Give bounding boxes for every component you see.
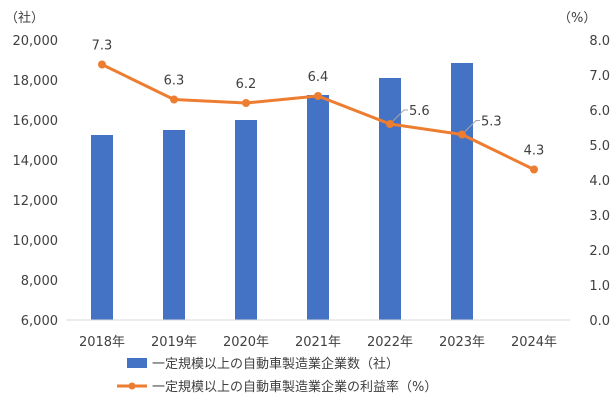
data-label: 6.3 [164, 74, 185, 89]
x-tick-label: 2018年 [79, 335, 125, 350]
left-axis: 6,000 8,000 10,000 12,000 14,000 16,000 18,000… [13, 34, 59, 329]
bar [235, 120, 257, 320]
right-tick-label: 4.0 [589, 174, 610, 189]
right-tick-label: 2.0 [589, 244, 610, 259]
left-tick-label: 20,000 [13, 34, 59, 49]
data-label: 5.3 [481, 115, 502, 130]
data-label: 5.6 [409, 104, 430, 119]
right-tick-label: 8.0 [589, 34, 610, 49]
x-tick-label: 2022年 [367, 335, 413, 350]
data-label: 4.3 [524, 144, 545, 159]
legend-item-bar[interactable]: 一定規模以上の自動車製造業企業数（社） [127, 356, 399, 372]
bar [307, 95, 329, 320]
line-point [530, 165, 538, 174]
x-tick-label: 2024年 [511, 335, 557, 350]
legend-bar-swatch [127, 358, 147, 368]
bar [163, 130, 185, 320]
legend: 一定規模以上の自動車製造業企業数（社） 一定規模以上の自動車製造業企業の利益率（… [117, 356, 437, 395]
data-label: 6.2 [236, 77, 257, 92]
left-tick-label: 16,000 [13, 114, 59, 129]
legend-bar-label: 一定規模以上の自動車製造業企業数（社） [152, 356, 399, 372]
right-tick-label: 3.0 [589, 209, 610, 224]
legend-item-line[interactable]: 一定規模以上の自動車製造業企業の利益率（%） [117, 379, 437, 395]
bar [91, 135, 113, 320]
bar [379, 78, 401, 320]
line-point [242, 99, 250, 107]
right-axis: 0.0 1.0 2.0 3.0 4.0 5.0 6.0 7.0 8.0 [589, 34, 610, 329]
data-label-leader [392, 109, 408, 122]
right-axis-unit: （%） [558, 11, 596, 26]
line-point [170, 95, 178, 104]
right-tick-label: 1.0 [589, 279, 610, 294]
left-tick-label: 10,000 [13, 234, 59, 249]
left-tick-label: 8,000 [21, 274, 58, 289]
right-tick-label: 6.0 [589, 104, 610, 119]
line-point [458, 130, 466, 139]
line-point [386, 120, 394, 128]
data-label: 7.3 [92, 39, 113, 54]
bar [451, 63, 473, 320]
bar-series [91, 63, 473, 320]
legend-line-label: 一定規模以上の自動車製造業企業の利益率（%） [152, 379, 437, 395]
right-tick-label: 7.0 [589, 69, 610, 84]
data-label-leader [464, 120, 480, 132]
line-point [98, 60, 106, 69]
left-tick-label: 12,000 [13, 194, 59, 209]
x-tick-label: 2019年 [151, 335, 197, 350]
left-tick-label: 18,000 [13, 74, 59, 89]
line-point [314, 92, 322, 100]
left-tick-label: 14,000 [13, 154, 59, 169]
x-tick-label: 2020年 [223, 335, 269, 350]
data-label: 6.4 [308, 70, 329, 85]
x-tick-label: 2023年 [439, 335, 485, 350]
left-tick-label: 6,000 [21, 314, 58, 329]
right-tick-label: 0.0 [589, 314, 610, 329]
legend-line-marker [128, 382, 136, 390]
x-axis-labels: 2018年 2019年 2020年 2021年 2022年 2023年 2024年 [79, 335, 557, 350]
right-tick-label: 5.0 [589, 139, 610, 154]
left-axis-unit: （社） [5, 10, 44, 26]
x-tick-label: 2021年 [295, 335, 341, 350]
line-series: 7.3 6.3 6.2 6.4 5.6 5.3 4.3 [92, 39, 545, 174]
